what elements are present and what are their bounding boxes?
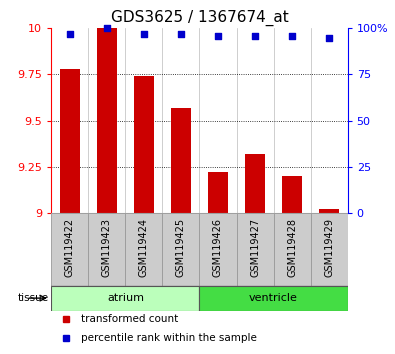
Point [252,33,258,39]
Bar [88,213,126,286]
Bar [319,209,339,213]
Text: GSM119423: GSM119423 [102,218,112,277]
Point [67,31,73,37]
Bar [310,213,348,286]
Bar [208,172,228,213]
Bar [245,154,265,213]
Bar [126,213,162,286]
Text: ventricle: ventricle [249,293,298,303]
Text: GSM119425: GSM119425 [176,218,186,277]
Text: GSM119427: GSM119427 [250,218,260,277]
Bar [51,213,88,286]
Point [178,31,184,37]
Text: tissue: tissue [17,293,49,303]
Text: GSM119422: GSM119422 [65,218,75,277]
Bar [274,213,310,286]
Bar [199,213,237,286]
Text: GSM119428: GSM119428 [287,218,297,277]
Bar [199,286,348,311]
Text: atrium: atrium [107,293,144,303]
Point [215,33,221,39]
Bar [282,176,302,213]
Title: GDS3625 / 1367674_at: GDS3625 / 1367674_at [111,9,288,25]
Bar [171,108,191,213]
Point [141,31,147,37]
Point [289,33,295,39]
Point [104,25,110,31]
Bar [134,76,154,213]
Bar [51,286,199,311]
Bar [162,213,199,286]
Text: GSM119426: GSM119426 [213,218,223,277]
Bar [97,28,117,213]
Text: GSM119429: GSM119429 [324,218,334,277]
Point [326,35,332,40]
Text: percentile rank within the sample: percentile rank within the sample [81,333,257,343]
Text: GSM119424: GSM119424 [139,218,149,277]
Bar [237,213,274,286]
Text: transformed count: transformed count [81,314,178,324]
Bar [60,69,80,213]
